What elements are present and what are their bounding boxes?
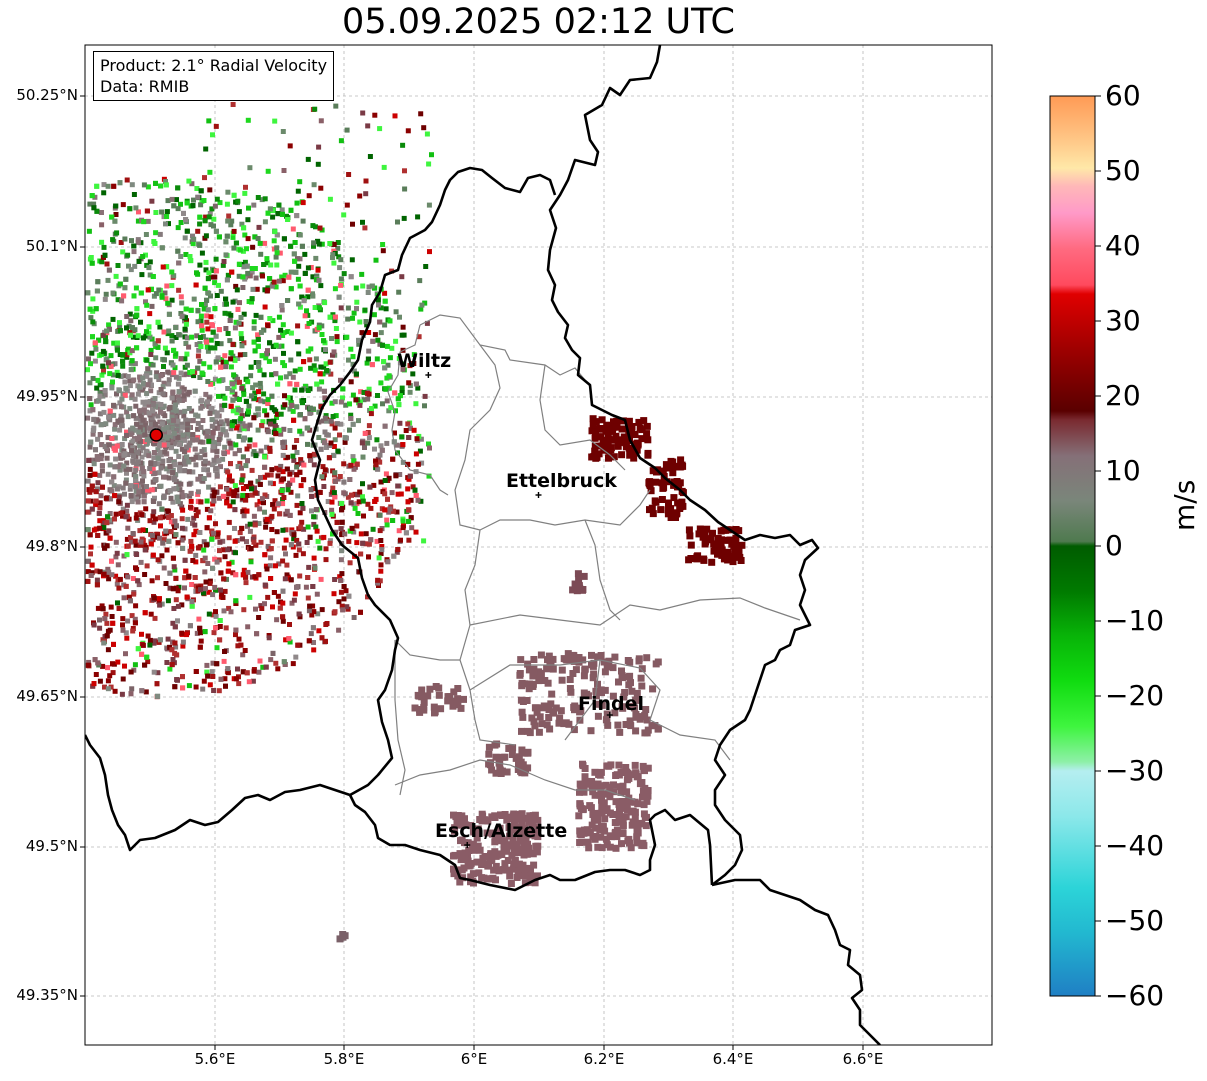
radar-site-marker: [149, 428, 164, 442]
canton-boundaries: [387, 314, 801, 801]
lat-tick-label: 50.1°N: [25, 237, 78, 255]
lat-tick-label: 49.5°N: [25, 837, 78, 855]
city-label-esch: Esch/Alzette: [435, 820, 568, 842]
colorbar-tick-label: 40: [1105, 229, 1141, 262]
lon-tick-label: 6°E: [460, 1050, 488, 1068]
colorbar-tick-label: 60: [1105, 79, 1141, 112]
colorbar-tick-label: 30: [1105, 304, 1141, 337]
lon-tick-label: 5.6°E: [194, 1050, 236, 1068]
city-markers: [425, 372, 613, 848]
lat-tick-label: 49.65°N: [16, 687, 78, 705]
lon-tick-label: 5.8°E: [323, 1050, 365, 1068]
lon-tick-label: 6.6°E: [842, 1050, 884, 1068]
city-label-wiltz: Wiltz: [397, 350, 452, 372]
lat-tick-label: 50.25°N: [16, 86, 78, 104]
colorbar-gradient: [1049, 95, 1096, 997]
lon-tick-label: 6.4°E: [712, 1050, 754, 1068]
axis-ticks: [80, 95, 864, 1050]
city-label-ettelbruck: Ettelbruck: [506, 470, 617, 492]
colorbar: [1049, 95, 1101, 997]
colorbar-tick-label: −60: [1105, 979, 1165, 1012]
colorbar-tick-label: 20: [1105, 379, 1141, 412]
colorbar-tick-label: 50: [1105, 154, 1141, 187]
colorbar-tick-label: 0: [1105, 529, 1123, 562]
info-product: Product: 2.1° Radial Velocity: [100, 56, 328, 75]
info-data-source: Data: RMIB: [100, 77, 190, 96]
lon-tick-label: 6.2°E: [583, 1050, 625, 1068]
colorbar-tick-label: 10: [1105, 454, 1141, 487]
info-box: Product: 2.1° Radial Velocity Data: RMIB: [93, 51, 335, 101]
colorbar-tick-label: −30: [1105, 754, 1165, 787]
city-label-findel: Findel: [578, 693, 645, 715]
colorbar-tick-label: −10: [1105, 604, 1165, 637]
colorbar-tick-label: −50: [1105, 904, 1165, 937]
radar-echoes: [85, 102, 746, 943]
national-borders: [85, 45, 881, 1045]
map-title: 05.09.2025 02:12 UTC: [342, 2, 735, 42]
colorbar-unit-label: m/s: [1168, 479, 1201, 531]
lat-tick-label: 49.8°N: [25, 537, 78, 555]
map-background: [85, 45, 992, 1045]
colorbar-tick-label: −20: [1105, 679, 1165, 712]
colorbar-tick-label: −40: [1105, 829, 1165, 862]
colorbar-ticks: [1095, 95, 1101, 997]
lat-tick-label: 49.95°N: [16, 387, 78, 405]
lat-tick-label: 49.35°N: [16, 986, 78, 1004]
map-frame: [84, 44, 993, 1046]
